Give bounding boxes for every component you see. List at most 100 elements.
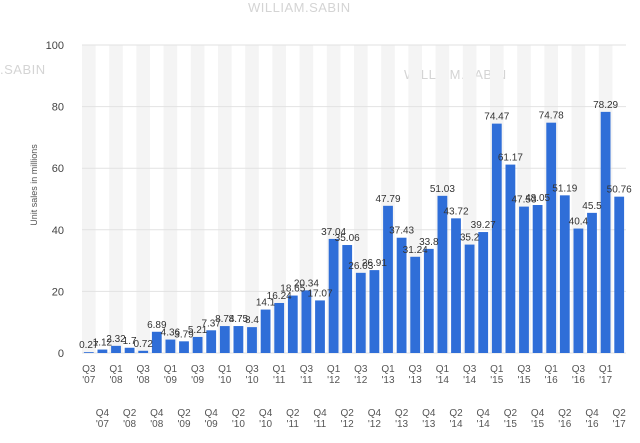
bar [505, 164, 516, 353]
data-label: 4.36 [161, 328, 181, 339]
data-label: 8.4 [245, 315, 259, 326]
background-band [82, 45, 96, 353]
x-tick-label: Q1'14 [436, 364, 450, 386]
data-label: 51.03 [430, 184, 455, 195]
bar [287, 295, 298, 353]
bar [111, 345, 121, 353]
x-tick-label: Q4'08 [150, 408, 164, 430]
data-label: 26.91 [362, 258, 387, 269]
data-label: 47.53 [511, 195, 536, 206]
x-tick-label: Q3'11 [300, 364, 314, 386]
data-label: 37.43 [389, 226, 414, 237]
x-tick-label: Q3'10 [245, 364, 259, 386]
background-band [190, 45, 205, 353]
bar [491, 123, 502, 353]
x-tick-label: Q3'15 [517, 364, 531, 386]
background-band [272, 45, 286, 353]
x-tick-label: Q1'10 [218, 364, 232, 386]
y-tick-label: 20 [52, 286, 64, 298]
data-label: 48.05 [525, 193, 550, 204]
data-label: 1.7 [123, 336, 137, 347]
data-label: 74.47 [484, 112, 509, 123]
bar [274, 302, 285, 353]
x-tick-label: Q2'13 [395, 408, 409, 430]
data-label: 33.8 [419, 237, 439, 248]
bar [206, 330, 217, 353]
data-label: 35.2 [460, 233, 480, 244]
background-band [136, 45, 150, 353]
bar [478, 232, 489, 353]
bar [464, 244, 475, 353]
bar [315, 300, 325, 353]
y-axis-title: Unit sales in millions [29, 144, 39, 226]
x-tick-label: Q4'12 [368, 408, 382, 430]
x-tick-label: Q3'13 [409, 364, 423, 386]
x-tick-label: Q1'13 [381, 364, 395, 386]
bar [437, 195, 448, 353]
x-tick-label: Q2'08 [123, 408, 137, 430]
x-tick-label: Q1'17 [599, 364, 613, 386]
x-tick-label: Q2'16 [558, 408, 572, 430]
data-label: 61.17 [498, 153, 523, 164]
bar [247, 327, 257, 353]
data-label: 17.07 [307, 288, 332, 299]
data-label: 0.72 [133, 339, 153, 350]
data-label: 7.37 [201, 318, 221, 329]
x-tick-label: Q4'13 [422, 408, 436, 430]
data-label: 8.75 [229, 314, 249, 325]
bar [396, 237, 407, 353]
x-tick-label: Q1'16 [545, 364, 559, 386]
x-tick-label: Q1'09 [164, 364, 178, 386]
bar [423, 248, 434, 353]
bar [328, 238, 339, 353]
bar [260, 309, 271, 353]
y-tick-label: 40 [52, 225, 64, 237]
background-band [109, 45, 123, 353]
data-label: 40.4 [569, 217, 589, 228]
x-tick-label: Q3'09 [191, 364, 205, 386]
data-label: 37.04 [321, 227, 346, 238]
data-label: 18.65 [280, 284, 305, 295]
x-tick-label: Q4'15 [531, 408, 545, 430]
data-label: 50.76 [607, 185, 632, 196]
bar [342, 245, 353, 353]
x-tick-label: Q3'08 [137, 364, 151, 386]
x-tick-label: Q2'11 [286, 408, 300, 430]
bar [383, 205, 393, 353]
bar [614, 196, 625, 353]
x-tick-label: Q4'10 [259, 408, 273, 430]
x-tick-label: Q1'15 [490, 364, 504, 386]
background-band [218, 45, 232, 353]
background-band [245, 45, 259, 353]
data-label: 6.89 [147, 320, 167, 331]
y-tick-label: 80 [52, 102, 64, 114]
data-label: 3.79 [174, 329, 194, 340]
x-tick-label: Q4'09 [205, 408, 219, 430]
bar [587, 212, 597, 353]
data-label: 14.1 [256, 298, 276, 309]
x-tick-label: Q3'12 [354, 364, 368, 386]
x-tick-label: Q3'07 [82, 364, 96, 386]
bar [355, 272, 366, 353]
y-tick-label: 100 [46, 40, 64, 52]
x-tick-label: Q2'12 [341, 408, 355, 430]
background-band [163, 45, 178, 353]
bar [138, 350, 149, 353]
data-label: 78.29 [593, 100, 618, 111]
x-tick-label: Q2'10 [232, 408, 246, 430]
bar [369, 270, 380, 353]
bar [83, 352, 94, 353]
bar [192, 336, 203, 353]
bar [532, 205, 543, 353]
bar [179, 341, 189, 353]
y-tick-label: 0 [58, 348, 64, 360]
bar [124, 347, 135, 353]
data-label: 26.03 [348, 261, 373, 272]
bar [546, 122, 557, 353]
data-label: 8.74 [215, 314, 235, 325]
x-tick-label: Q3'16 [572, 364, 586, 386]
data-label: 5.21 [188, 325, 208, 336]
data-label: 16.24 [267, 291, 292, 302]
y-tick-label: 60 [52, 163, 64, 175]
x-tick-label: Q4'11 [313, 408, 327, 430]
